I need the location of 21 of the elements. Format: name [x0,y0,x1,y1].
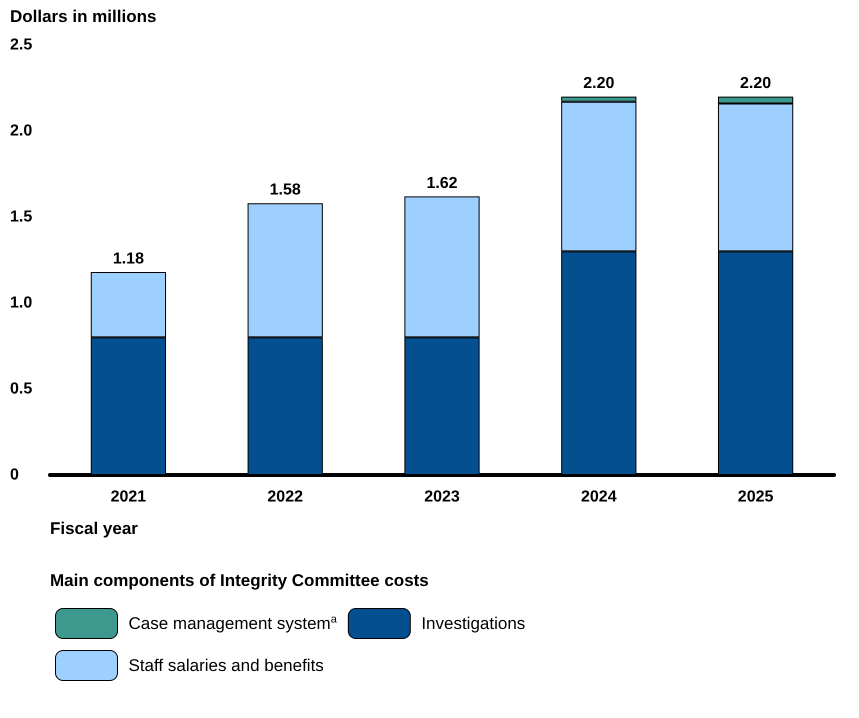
x-tick-label: 2021 [110,488,146,506]
y-tick-label: 1.5 [10,208,32,226]
y-tick-label: 2.0 [10,122,32,140]
legend-title: Main components of Integrity Committee costs [50,571,429,590]
y-tick-label: 0 [10,466,19,484]
y-tick-label: 0.5 [10,380,32,398]
legend-label: Staff salaries and benefits [128,656,324,675]
y-tick-label: 2.5 [10,36,32,54]
total-label: 1.18 [112,250,144,268]
x-axis-title: Fiscal year [50,519,138,538]
total-label: 1.58 [270,182,301,199]
total-label: 2.20 [583,75,614,92]
x-tick-label: 2022 [267,488,304,506]
total-label: 1.62 [426,174,458,192]
y-tick-label: 1.0 [10,294,32,312]
x-tick-label: 2024 [581,488,617,506]
y-axis-title: Dollars in millions [10,7,156,26]
x-tick-label: 2023 [424,488,460,506]
legend-label: Investigations [421,614,526,633]
total-label: 2.20 [740,75,772,92]
x-tick-label: 2025 [738,488,774,506]
